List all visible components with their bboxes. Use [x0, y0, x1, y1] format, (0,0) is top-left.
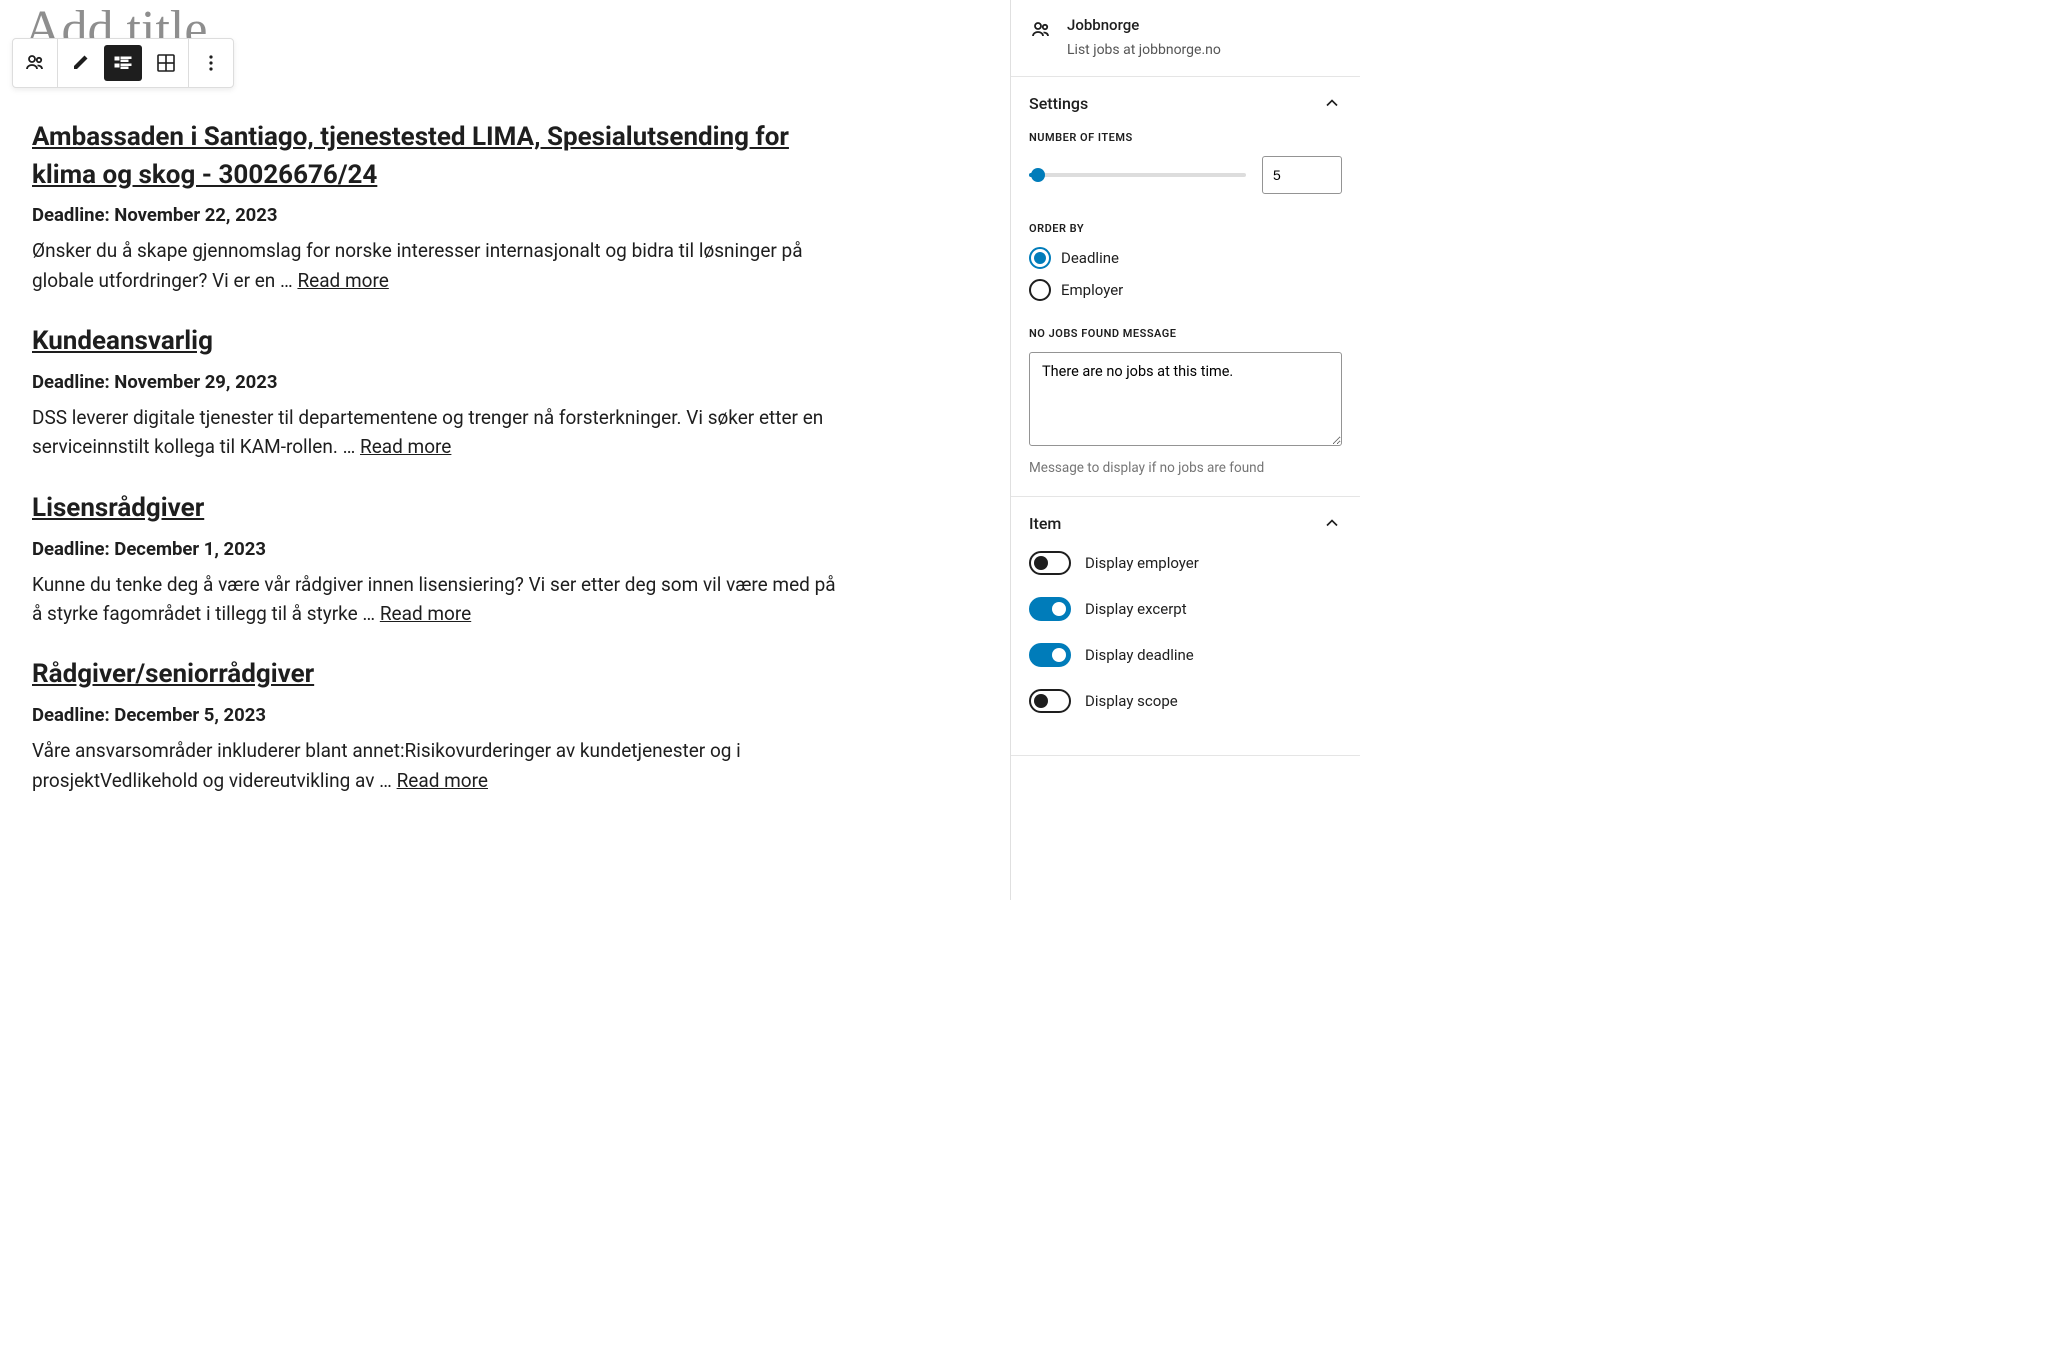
job-excerpt: DSS leverer digitale tjenester til depar… [32, 403, 840, 462]
order-by-label: ORDER BY [1029, 222, 1342, 235]
slider-thumb[interactable] [1031, 168, 1045, 182]
radio-checked-icon [1029, 247, 1051, 269]
chevron-up-icon [1322, 513, 1342, 533]
number-of-items-label: NUMBER OF ITEMS [1029, 131, 1342, 144]
job-deadline: Deadline: November 22, 2023 [32, 204, 840, 226]
block-description: List jobs at jobbnorge.no [1067, 42, 1342, 58]
more-vertical-icon [199, 51, 223, 75]
read-more-link[interactable]: Read more [380, 602, 471, 625]
block-card: Jobbnorge List jobs at jobbnorge.no [1011, 0, 1360, 77]
items-number-input[interactable] [1262, 156, 1342, 194]
block-type-button[interactable] [13, 39, 57, 87]
job-excerpt: Ønsker du å skape gjennomslag for norske… [32, 236, 840, 295]
job-excerpt: Kunne du tenke deg å være vår rådgiver i… [32, 570, 840, 629]
editor-canvas: Add title Ambassaden i Santiago, [0, 0, 1010, 900]
display-employer-label: Display employer [1085, 554, 1199, 572]
settings-panel: Settings NUMBER OF ITEMS ORDER BY Deadli… [1011, 77, 1360, 497]
job-deadline: Deadline: November 29, 2023 [32, 371, 840, 393]
job-item: Ambassaden i Santiago, tjenestested LIMA… [32, 119, 840, 295]
chevron-up-icon [1322, 93, 1342, 113]
display-deadline-label: Display deadline [1085, 646, 1194, 664]
order-by-employer-radio[interactable]: Employer [1029, 279, 1342, 301]
display-scope-label: Display scope [1085, 692, 1178, 710]
item-panel-toggle[interactable]: Item [1029, 513, 1342, 533]
grid-view-button[interactable] [144, 39, 188, 87]
more-options-button[interactable] [189, 39, 233, 87]
job-item: Kundeansvarlig Deadline: November 29, 20… [32, 323, 840, 462]
radio-unchecked-icon [1029, 279, 1051, 301]
people-icon [23, 51, 47, 75]
block-inspector-sidebar: Jobbnorge List jobs at jobbnorge.no Sett… [1010, 0, 1360, 900]
pencil-icon [68, 51, 92, 75]
job-title-link[interactable]: Ambassaden i Santiago, tjenestested LIMA… [32, 119, 840, 194]
order-by-deadline-radio[interactable]: Deadline [1029, 247, 1342, 269]
job-deadline: Deadline: December 5, 2023 [32, 704, 840, 726]
list-view-icon [111, 51, 135, 75]
jobs-list: Ambassaden i Santiago, tjenestested LIMA… [20, 119, 840, 795]
job-excerpt: Våre ansvarsområder inkluderer blant ann… [32, 736, 840, 795]
no-jobs-help-text: Message to display if no jobs are found [1029, 460, 1342, 476]
block-toolbar [12, 38, 234, 88]
display-scope-toggle[interactable] [1029, 689, 1071, 713]
job-title-link[interactable]: Rådgiver/seniorrådgiver [32, 656, 840, 694]
list-view-button[interactable] [104, 45, 142, 81]
display-employer-toggle[interactable] [1029, 551, 1071, 575]
no-jobs-label: NO JOBS FOUND MESSAGE [1029, 327, 1342, 340]
grid-icon [154, 51, 178, 75]
no-jobs-message-input[interactable] [1029, 352, 1342, 446]
display-deadline-toggle[interactable] [1029, 643, 1071, 667]
edit-button[interactable] [58, 39, 102, 87]
item-panel: Item Display employer Display excerpt Di… [1011, 497, 1360, 756]
job-item: Lisensrådgiver Deadline: December 1, 202… [32, 490, 840, 629]
items-slider[interactable] [1029, 173, 1246, 177]
job-title-link[interactable]: Kundeansvarlig [32, 323, 840, 361]
read-more-link[interactable]: Read more [397, 769, 488, 792]
job-title-link[interactable]: Lisensrådgiver [32, 490, 840, 528]
job-item: Rådgiver/seniorrådgiver Deadline: Decemb… [32, 656, 840, 795]
read-more-link[interactable]: Read more [297, 269, 388, 292]
job-deadline: Deadline: December 1, 2023 [32, 538, 840, 560]
display-excerpt-label: Display excerpt [1085, 600, 1187, 618]
settings-panel-toggle[interactable]: Settings [1029, 93, 1342, 113]
read-more-link[interactable]: Read more [360, 435, 451, 458]
display-excerpt-toggle[interactable] [1029, 597, 1071, 621]
block-name: Jobbnorge [1067, 16, 1342, 34]
people-icon [1029, 18, 1053, 42]
